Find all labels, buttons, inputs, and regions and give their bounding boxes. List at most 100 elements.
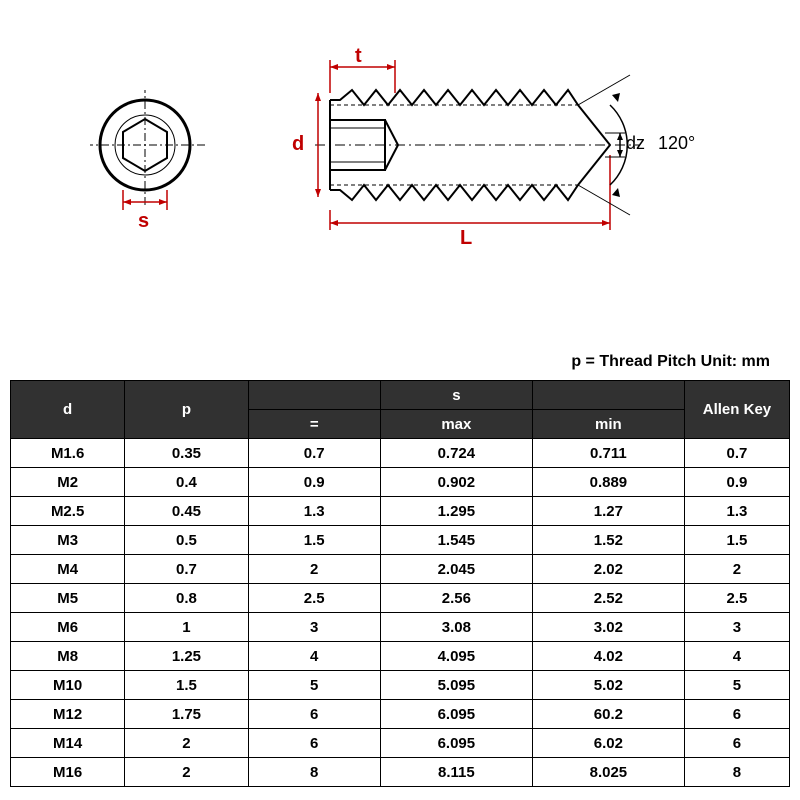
th-eq: = (248, 410, 380, 439)
cell-p: 1.25 (125, 642, 248, 671)
cell-d: M3 (11, 526, 125, 555)
cell-min: 0.889 (532, 468, 684, 497)
cell-d: M4 (11, 555, 125, 584)
table-row: M16288.1158.0258 (11, 758, 790, 787)
cell-eq: 3 (248, 613, 380, 642)
cell-max: 2.045 (380, 555, 532, 584)
cell-d: M14 (11, 729, 125, 758)
cell-eq: 2.5 (248, 584, 380, 613)
cell-eq: 6 (248, 700, 380, 729)
cell-d: M16 (11, 758, 125, 787)
cell-d: M5 (11, 584, 125, 613)
cell-min: 6.02 (532, 729, 684, 758)
cell-min: 2.52 (532, 584, 684, 613)
th-p: p (125, 381, 248, 439)
cell-p: 2 (125, 758, 248, 787)
cell-eq: 4 (248, 642, 380, 671)
unit-note: p = Thread Pitch Unit: mm (571, 353, 770, 371)
cell-min: 5.02 (532, 671, 684, 700)
cell-eq: 1.5 (248, 526, 380, 555)
cell-d: M2.5 (11, 497, 125, 526)
spec-table: d p s Allen Key = max min M1.60.350.70.7… (10, 380, 790, 787)
cell-d: M1.6 (11, 439, 125, 468)
table-row: M6133.083.023 (11, 613, 790, 642)
th-blank1 (248, 381, 380, 410)
th-s: s (380, 381, 532, 410)
cell-eq: 5 (248, 671, 380, 700)
table-body: M1.60.350.70.7240.7110.7M20.40.90.9020.8… (11, 439, 790, 787)
front-view-svg (90, 90, 220, 250)
cell-p: 0.5 (125, 526, 248, 555)
cell-max: 5.095 (380, 671, 532, 700)
cell-p: 1.5 (125, 671, 248, 700)
cell-max: 6.095 (380, 729, 532, 758)
cell-key: 3 (684, 613, 789, 642)
cell-min: 0.711 (532, 439, 684, 468)
cell-key: 2 (684, 555, 789, 584)
cell-p: 1.75 (125, 700, 248, 729)
cell-key: 5 (684, 671, 789, 700)
cell-key: 2.5 (684, 584, 789, 613)
table-header: d p s Allen Key = max min (11, 381, 790, 439)
table-row: M30.51.51.5451.521.5 (11, 526, 790, 555)
th-min: min (532, 410, 684, 439)
cell-min: 2.02 (532, 555, 684, 584)
cell-d: M8 (11, 642, 125, 671)
cell-max: 6.095 (380, 700, 532, 729)
th-key: Allen Key (684, 381, 789, 439)
cell-d: M6 (11, 613, 125, 642)
cell-key: 1.3 (684, 497, 789, 526)
cell-p: 1 (125, 613, 248, 642)
dim-label-s-front: s (138, 210, 149, 233)
cell-max: 0.724 (380, 439, 532, 468)
table-row: M14266.0956.026 (11, 729, 790, 758)
cell-eq: 0.9 (248, 468, 380, 497)
side-view-svg (310, 55, 730, 275)
table-row: M121.7566.09560.26 (11, 700, 790, 729)
cell-max: 0.902 (380, 468, 532, 497)
cell-max: 4.095 (380, 642, 532, 671)
table-row: M81.2544.0954.024 (11, 642, 790, 671)
cell-key: 0.9 (684, 468, 789, 497)
cell-d: M12 (11, 700, 125, 729)
cell-p: 2 (125, 729, 248, 758)
side-view-diagram: t d L dz 120° (310, 55, 730, 280)
cell-eq: 6 (248, 729, 380, 758)
cell-key: 4 (684, 642, 789, 671)
cell-p: 0.45 (125, 497, 248, 526)
cell-min: 1.52 (532, 526, 684, 555)
cell-eq: 8 (248, 758, 380, 787)
cell-key: 0.7 (684, 439, 789, 468)
cell-min: 8.025 (532, 758, 684, 787)
cell-p: 0.7 (125, 555, 248, 584)
cell-min: 60.2 (532, 700, 684, 729)
cell-d: M10 (11, 671, 125, 700)
angle-label: 120° (658, 133, 695, 154)
cell-eq: 0.7 (248, 439, 380, 468)
th-blank2 (532, 381, 684, 410)
table-row: M1.60.350.70.7240.7110.7 (11, 439, 790, 468)
cell-key: 6 (684, 729, 789, 758)
cell-eq: 2 (248, 555, 380, 584)
th-d: d (11, 381, 125, 439)
cell-eq: 1.3 (248, 497, 380, 526)
table-row: M40.722.0452.022 (11, 555, 790, 584)
diagram-area: s (0, 0, 800, 300)
cell-p: 0.35 (125, 439, 248, 468)
cell-max: 2.56 (380, 584, 532, 613)
front-view-diagram: s (90, 90, 220, 255)
table-row: M50.82.52.562.522.5 (11, 584, 790, 613)
cell-key: 6 (684, 700, 789, 729)
cell-p: 0.4 (125, 468, 248, 497)
cell-p: 0.8 (125, 584, 248, 613)
dim-label-L: L (460, 227, 472, 250)
dim-label-dz: dz (626, 133, 645, 154)
table-row: M101.555.0955.025 (11, 671, 790, 700)
cell-d: M2 (11, 468, 125, 497)
table-row: M20.40.90.9020.8890.9 (11, 468, 790, 497)
cell-max: 3.08 (380, 613, 532, 642)
dim-label-t: t (355, 45, 362, 68)
cell-min: 4.02 (532, 642, 684, 671)
cell-key: 8 (684, 758, 789, 787)
table-row: M2.50.451.31.2951.271.3 (11, 497, 790, 526)
